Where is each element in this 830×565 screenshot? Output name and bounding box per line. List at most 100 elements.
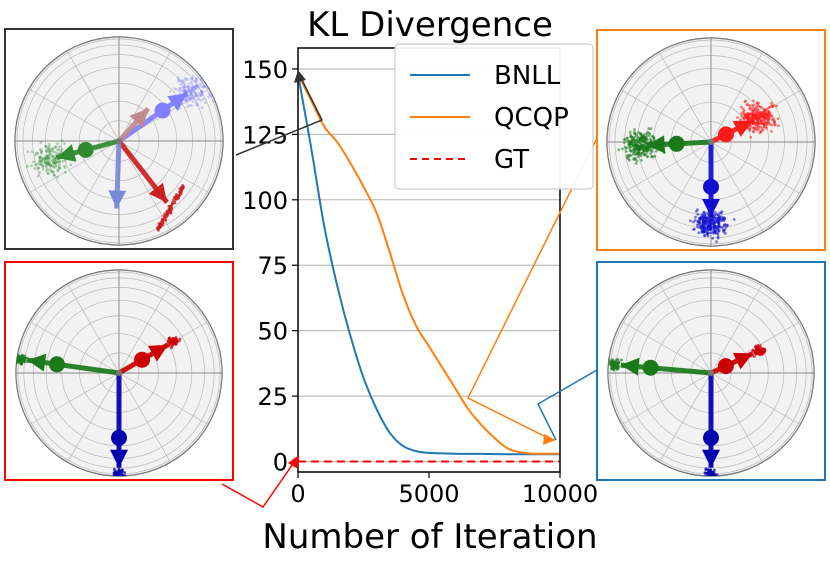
sample-point <box>628 147 632 150</box>
arrow-head <box>56 144 77 162</box>
sample-point <box>197 84 200 88</box>
sample-point <box>756 119 760 123</box>
inset-qcqp <box>596 29 826 251</box>
sample-point <box>51 149 54 153</box>
sample-point <box>43 159 47 163</box>
sample-point <box>193 80 197 83</box>
sample-point <box>739 118 742 122</box>
sample-point <box>610 360 614 364</box>
sample-point <box>744 99 747 103</box>
sample-point <box>180 89 183 93</box>
sample-point <box>123 474 127 476</box>
sample-point <box>770 130 773 133</box>
sample-point <box>45 161 48 165</box>
sample-point <box>706 229 710 232</box>
sample-point <box>58 166 62 170</box>
sample-point <box>191 86 194 90</box>
sample-point <box>43 160 46 164</box>
polar-spoke <box>710 372 801 425</box>
polar-spoke <box>28 140 120 194</box>
sample-point <box>760 114 764 118</box>
sample-point <box>183 82 187 86</box>
sample-point <box>180 190 183 193</box>
polar-spoke <box>620 141 712 195</box>
sample-point <box>178 79 182 83</box>
sample-point <box>616 367 620 371</box>
sample-point <box>616 362 620 366</box>
sample-point <box>188 91 192 95</box>
sample-point <box>625 146 628 150</box>
cone-base <box>154 102 171 119</box>
sample-point <box>716 219 720 223</box>
sample-point <box>51 160 55 163</box>
sample-point <box>181 184 184 188</box>
sample-point <box>40 149 43 153</box>
sample-point <box>51 169 54 173</box>
sample-point <box>18 360 22 364</box>
polar-origin <box>708 139 714 145</box>
sample-point <box>37 162 41 166</box>
sample-point <box>34 153 37 157</box>
sample-point <box>175 193 178 196</box>
cone-base <box>718 126 734 143</box>
sample-point <box>770 123 774 127</box>
polar-spoke <box>659 283 712 374</box>
sample-point <box>777 124 780 127</box>
arrow-head <box>702 198 720 217</box>
sample-point <box>748 129 752 132</box>
sample-point <box>639 154 643 158</box>
sample-point <box>50 147 53 151</box>
sample-point <box>717 223 721 227</box>
sample-point <box>60 148 64 152</box>
sample-point <box>189 87 193 91</box>
sample-point <box>44 157 48 161</box>
sample-point <box>117 468 121 472</box>
sample-point <box>54 156 57 160</box>
sample-point <box>756 108 760 112</box>
sample-point <box>195 101 198 105</box>
sample-point <box>46 167 49 171</box>
sample-point <box>732 218 736 221</box>
sample-point <box>626 136 629 140</box>
sample-point <box>638 145 641 148</box>
sample-point <box>190 90 193 94</box>
sample-point <box>23 354 27 358</box>
sample-point <box>189 94 193 98</box>
sample-point <box>746 112 750 115</box>
sample-point <box>55 160 59 164</box>
sample-point <box>30 164 33 168</box>
polar-spoke <box>710 141 764 233</box>
sample-point <box>197 94 201 97</box>
sample-point <box>636 135 640 139</box>
sample-point <box>49 164 53 167</box>
sample-point <box>644 136 648 139</box>
sample-point <box>697 222 701 226</box>
sample-point <box>53 173 57 177</box>
sample-point <box>763 123 766 127</box>
sample-point <box>765 114 769 118</box>
sample-point <box>186 84 189 88</box>
sample-point <box>758 125 762 129</box>
sample-point <box>47 154 51 158</box>
polar-spoke <box>118 372 209 425</box>
sample-point <box>643 140 647 144</box>
sample-point <box>698 216 702 220</box>
sample-point <box>643 152 647 156</box>
sample-point <box>718 211 722 215</box>
inset-panels <box>4 28 826 481</box>
sample-point <box>183 85 187 89</box>
sample-point <box>199 78 203 82</box>
inset-bnll <box>596 261 826 481</box>
sample-point <box>170 344 174 348</box>
sample-point <box>56 160 60 164</box>
polar-spoke <box>659 372 712 463</box>
connector-init-arrowhead <box>294 70 306 83</box>
connector-bnll <box>537 369 598 441</box>
arrow-head <box>702 449 720 468</box>
y-tick-label: 100 <box>242 187 288 215</box>
sample-point <box>194 85 198 89</box>
sample-point <box>703 471 707 474</box>
sample-point <box>40 151 44 155</box>
sample-point <box>197 98 201 101</box>
sample-point <box>184 98 188 102</box>
